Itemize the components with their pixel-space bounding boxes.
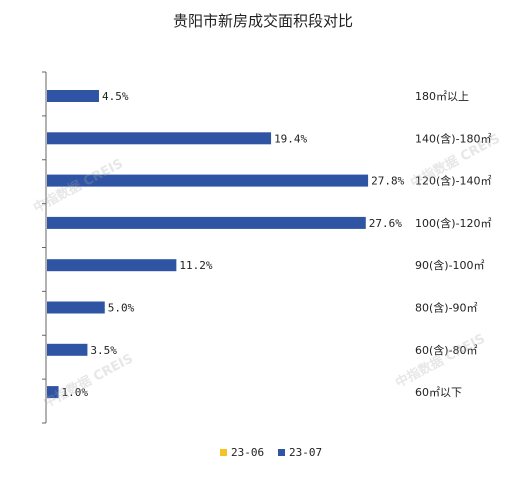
legend-label: 23-07 bbox=[289, 446, 322, 459]
bar bbox=[47, 174, 369, 187]
legend-swatch bbox=[220, 449, 227, 456]
bar bbox=[47, 132, 272, 145]
category-label: 120(含)-140㎡ bbox=[415, 174, 492, 188]
data-label: 27.8% bbox=[371, 175, 404, 188]
data-label: 1.0% bbox=[62, 386, 89, 399]
bar bbox=[47, 90, 99, 102]
data-label: 19.4% bbox=[274, 132, 307, 145]
bar bbox=[47, 343, 88, 356]
category-label: 90(含)-100㎡ bbox=[415, 258, 485, 272]
legend-label: 23-06 bbox=[231, 446, 264, 459]
legend-swatch bbox=[278, 449, 285, 456]
category-label: 100(含)-120㎡ bbox=[415, 216, 492, 230]
bar bbox=[47, 386, 59, 399]
chart-title: 贵阳市新房成交面积段对比 bbox=[172, 12, 353, 30]
category-label: 60(含)-80㎡ bbox=[415, 343, 478, 357]
category-label: 60㎡以下 bbox=[415, 386, 462, 399]
bar bbox=[47, 301, 105, 314]
category-label: 140(含)-180㎡ bbox=[415, 131, 492, 145]
data-label: 3.5% bbox=[90, 344, 117, 357]
data-label: 27.6% bbox=[369, 217, 402, 230]
category-label: 80(含)-90㎡ bbox=[415, 301, 478, 315]
bar bbox=[47, 259, 177, 272]
category-label: 180㎡以上 bbox=[415, 90, 469, 103]
data-label: 11.2% bbox=[179, 259, 212, 272]
data-label: 5.0% bbox=[108, 302, 135, 315]
bar bbox=[47, 216, 366, 229]
data-label: 4.5% bbox=[102, 90, 129, 103]
